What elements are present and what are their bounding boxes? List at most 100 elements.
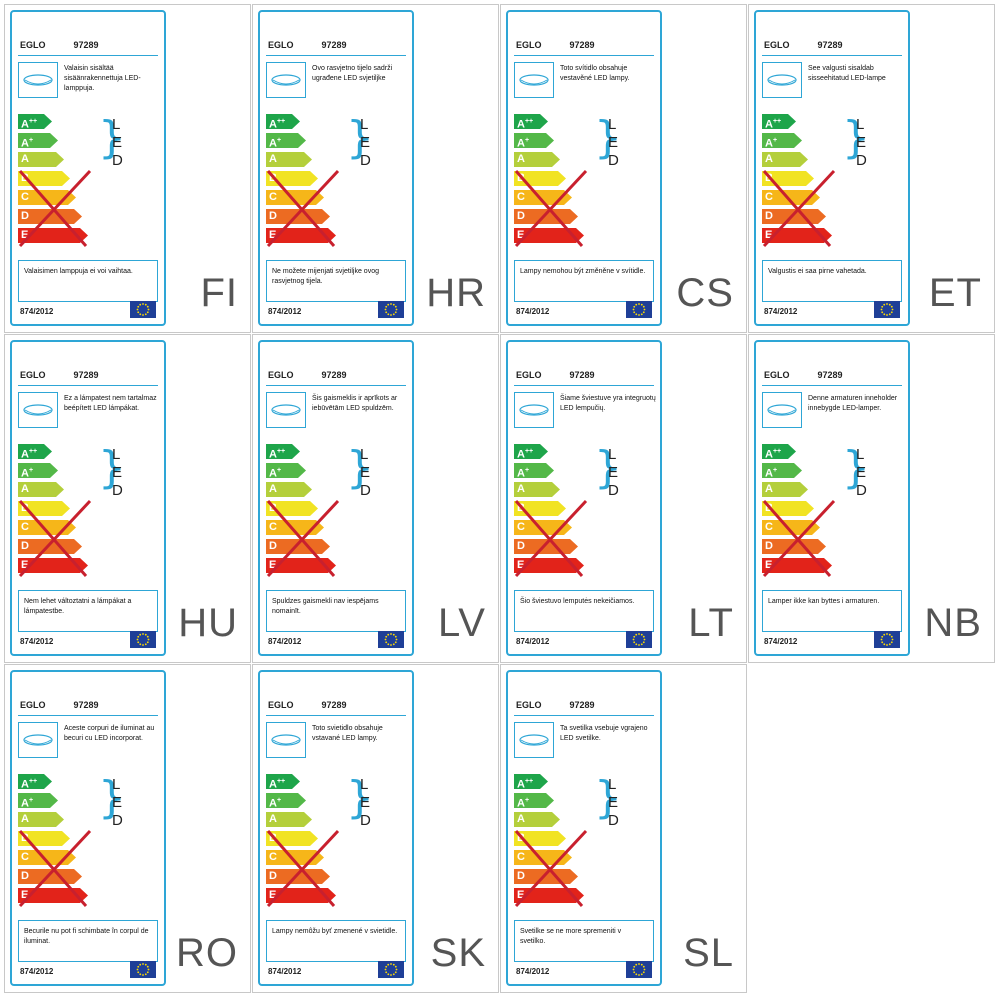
language-code: HU bbox=[178, 601, 238, 645]
excluded-classes-cross bbox=[514, 169, 588, 248]
eu-flag-icon bbox=[130, 301, 156, 318]
excluded-classes-cross bbox=[266, 829, 340, 908]
language-code: CS bbox=[676, 271, 734, 315]
energy-class-bar: A++ bbox=[266, 774, 300, 789]
brand-name: EGLO bbox=[764, 40, 790, 50]
brand-name: EGLO bbox=[516, 700, 542, 710]
header-divider bbox=[266, 55, 406, 56]
regulation-number: 874/2012 bbox=[764, 307, 798, 316]
eu-flag-icon bbox=[626, 961, 652, 978]
energy-class-bar: A+ bbox=[18, 793, 58, 808]
label-header: EGLO 97289 bbox=[764, 370, 843, 380]
regulation-number: 874/2012 bbox=[268, 637, 302, 646]
energy-class-bar: E bbox=[18, 558, 88, 573]
product-code: 97289 bbox=[817, 370, 843, 380]
ceiling-lamp-icon bbox=[514, 722, 554, 758]
energy-scale: A++A+ABCDE bbox=[514, 444, 624, 584]
eu-flag-icon bbox=[874, 631, 900, 648]
ceiling-lamp-icon bbox=[266, 722, 306, 758]
ceiling-lamp-icon bbox=[18, 722, 58, 758]
replacement-note: Šio šviestuvo lemputės nekeičiamos. bbox=[514, 590, 654, 632]
energy-class-bar: A+ bbox=[762, 463, 802, 478]
energy-class-bar: E bbox=[18, 888, 88, 903]
ceiling-lamp-icon bbox=[18, 392, 58, 428]
energy-class-bar: A+ bbox=[762, 133, 802, 148]
label-cell: EGLO 97289 Ovo rasvjetno tijelo sadrži ugr… bbox=[252, 4, 499, 333]
energy-class-bar: A+ bbox=[514, 133, 554, 148]
brand-name: EGLO bbox=[20, 700, 46, 710]
energy-class-bar: A bbox=[18, 812, 64, 827]
energy-scale: A++A+ABCDE bbox=[18, 444, 128, 584]
energy-label: EGLO 97289 Šis gaismeklis ir aprīkots ar i… bbox=[258, 340, 414, 656]
brand-name: EGLO bbox=[20, 370, 46, 380]
product-code: 97289 bbox=[321, 370, 347, 380]
energy-class-bar: A bbox=[514, 812, 560, 827]
regulation-number: 874/2012 bbox=[516, 307, 550, 316]
ceiling-lamp-icon bbox=[762, 62, 802, 98]
header-divider bbox=[18, 715, 158, 716]
label-header: EGLO 97289 bbox=[516, 370, 595, 380]
label-header: EGLO 97289 bbox=[268, 370, 347, 380]
bracket-icon: } bbox=[346, 112, 374, 163]
regulation-number: 874/2012 bbox=[20, 637, 54, 646]
excluded-classes-cross bbox=[18, 499, 92, 578]
eu-flag-icon bbox=[378, 301, 404, 318]
excluded-classes-cross bbox=[18, 829, 92, 908]
brand-name: EGLO bbox=[20, 40, 46, 50]
product-code: 97289 bbox=[569, 700, 595, 710]
energy-class-bar: D bbox=[266, 539, 330, 554]
label-header: EGLO 97289 bbox=[268, 700, 347, 710]
language-code: SK bbox=[430, 931, 486, 975]
bracket-icon: } bbox=[594, 442, 622, 493]
language-code: SL bbox=[683, 931, 734, 975]
eu-flag-icon bbox=[626, 301, 652, 318]
product-code: 97289 bbox=[73, 370, 99, 380]
label-header: EGLO 97289 bbox=[516, 700, 595, 710]
header-divider bbox=[266, 385, 406, 386]
bracket-icon: } bbox=[98, 442, 126, 493]
product-code: 97289 bbox=[321, 700, 347, 710]
ceiling-lamp-icon bbox=[514, 62, 554, 98]
excluded-classes-cross bbox=[18, 169, 92, 248]
label-header: EGLO 97289 bbox=[516, 40, 595, 50]
energy-class-bar: A++ bbox=[18, 114, 52, 129]
language-code: RO bbox=[176, 931, 238, 975]
bracket-icon: } bbox=[98, 112, 126, 163]
product-code: 97289 bbox=[569, 40, 595, 50]
energy-class-bar: A+ bbox=[18, 133, 58, 148]
language-code: HR bbox=[426, 271, 486, 315]
energy-label: EGLO 97289 Toto svietidlo obsahuje vstavan… bbox=[258, 670, 414, 986]
header-divider bbox=[266, 715, 406, 716]
label-header: EGLO 97289 bbox=[764, 40, 843, 50]
language-code: ET bbox=[928, 271, 982, 315]
energy-label: EGLO 97289 Toto svítidlo obsahuje vestavěn… bbox=[506, 10, 662, 326]
energy-class-bar: A++ bbox=[266, 444, 300, 459]
product-description: Toto svítidlo obsahuje vestavěné LED lam… bbox=[560, 65, 630, 82]
language-code: LV bbox=[438, 601, 486, 645]
eu-flag-icon bbox=[378, 961, 404, 978]
excluded-classes-cross bbox=[762, 169, 836, 248]
energy-scale: A++A+ABCDE bbox=[266, 114, 376, 254]
regulation-number: 874/2012 bbox=[268, 967, 302, 976]
energy-class-bar: A+ bbox=[266, 133, 306, 148]
excluded-classes-cross bbox=[266, 169, 340, 248]
energy-scale: A++A+ABCDE bbox=[762, 114, 872, 254]
product-code: 97289 bbox=[569, 370, 595, 380]
product-code: 97289 bbox=[73, 700, 99, 710]
label-cell: EGLO 97289 Valaisin sisältää sisäänrakenne… bbox=[4, 4, 251, 333]
energy-class-bar: A++ bbox=[762, 444, 796, 459]
product-description: See valgusti sisaldab sisseehitatud LED-… bbox=[808, 65, 886, 82]
label-cell: EGLO 97289 Ez a lámpatest nem tartalmaz be… bbox=[4, 334, 251, 663]
excluded-classes-cross bbox=[266, 499, 340, 578]
energy-class-bar: A bbox=[762, 152, 808, 167]
label-header: EGLO 97289 bbox=[20, 40, 99, 50]
eu-flag-icon bbox=[130, 961, 156, 978]
replacement-note: Lamper ikke kan byttes i armaturen. bbox=[762, 590, 902, 632]
label-cell: EGLO 97289 Aceste corpuri de iluminat au b… bbox=[4, 664, 251, 993]
energy-class-bar: A++ bbox=[18, 444, 52, 459]
